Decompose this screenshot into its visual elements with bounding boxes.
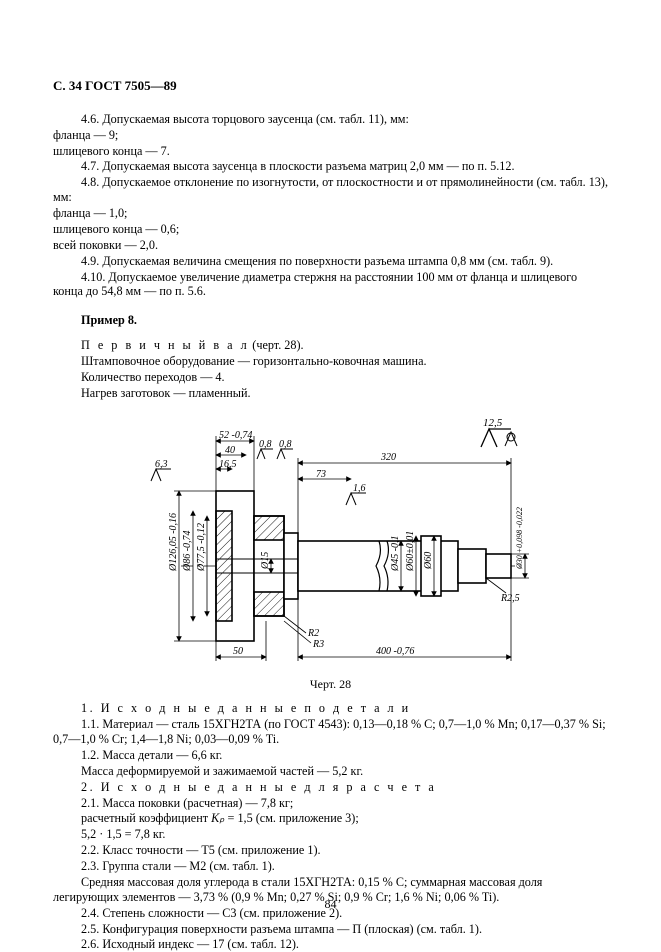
example-line-1b: (черт. 28). (249, 338, 303, 352)
example-title: Пример 8. (81, 313, 608, 328)
para-2-2: 2.2. Класс точности — Т5 (см. приложение… (53, 843, 608, 858)
para-4-6-a: фланца — 9; (53, 128, 608, 143)
example-line-2: Штамповочное оборудование — горизонтальн… (81, 354, 608, 369)
dim-08a: 0,8 (259, 439, 272, 450)
dim-phi60t: Ø60±0,01 (405, 531, 416, 572)
dim-phi30: Ø30 +0,098 -0,022 (515, 507, 524, 570)
dim-ra125: 12,5 (483, 417, 503, 429)
kp-symbol: Kₚ (211, 811, 224, 825)
example-line-3: Количество переходов — 4. (81, 370, 608, 385)
dim-63: 6,3 (155, 459, 168, 470)
section-1-title: 1. И с х о д н ы е д а н н ы е п о д е т… (53, 701, 608, 716)
page-header: С. 34 ГОСТ 7505—89 (53, 78, 608, 94)
example-line-1a: П е р в и ч н ы й в а л (81, 338, 249, 352)
para-2-5: 2.5. Конфигурация поверхности разъема шт… (53, 922, 608, 937)
para-2-1b: расчетный коэффициент Kₚ = 1,5 (см. прил… (53, 811, 608, 826)
para-1-2a: Масса деформируемой и зажимаемой частей … (53, 764, 608, 779)
para-4-8: 4.8. Допускаемое отклонение по изогнутос… (53, 175, 608, 205)
para-1-1: 1.1. Материал — сталь 15ХГН2ТА (по ГОСТ … (53, 717, 608, 747)
para-2-1c: 5,2 · 1,5 = 7,8 кг. (53, 827, 608, 842)
page-number: 84 (0, 897, 661, 912)
example-line-4: Нагрев заготовок — пламенный. (81, 386, 608, 401)
para-4-8-c: всей поковки — 2,0. (53, 238, 608, 253)
section-1-title-text: 1. И с х о д н ы е д а н н ы е п о д е т… (81, 701, 411, 715)
dim-52: 52 -0,74 (219, 430, 252, 441)
para-4-8-a: фланца — 1,0; (53, 206, 608, 221)
para-4-6-b: шлицевого конца — 7. (53, 144, 608, 159)
section-2-title-text: 2. И с х о д н ы е д а н н ы е д л я р а… (81, 780, 436, 794)
para-4-9: 4.9. Допускаемая величина смещения по по… (53, 254, 608, 269)
dim-50: 50 (233, 646, 243, 657)
para-2-6: 2.6. Исходный индекс — 17 (см. табл. 12)… (53, 937, 608, 952)
dim-phi126: Ø126,05 -0,16 (168, 513, 179, 572)
dim-r3: R3 (312, 639, 324, 650)
dim-phi86: Ø86 -0,74 (182, 530, 193, 572)
dim-400: 400 -0,76 (376, 646, 414, 657)
figure-28-svg: 52 -0,74 40 16,5 6,3 0,8 0,8 320 73 1,6 … (121, 411, 541, 671)
para-2-1b-pre: расчетный коэффициент (81, 811, 211, 825)
para-2-1a: 2.1. Масса поковки (расчетная) — 7,8 кг; (53, 796, 608, 811)
dim-73: 73 (316, 469, 326, 480)
para-4-6: 4.6. Допускаемая высота торцового заусен… (53, 112, 608, 127)
figure-28: 52 -0,74 40 16,5 6,3 0,8 0,8 320 73 1,6 … (53, 411, 608, 692)
figure-28-caption: Черт. 28 (310, 677, 351, 692)
dim-phi60: Ø60 (423, 552, 434, 570)
dim-08b: 0,8 (279, 439, 292, 450)
para-4-7: 4.7. Допускаемая высота заусенца в плоск… (53, 159, 608, 174)
para-2-1b-post: = 1,5 (см. приложение 3); (224, 811, 358, 825)
dim-40: 40 (225, 445, 235, 456)
para-2-3: 2.3. Группа стали — М2 (см. табл. 1). (53, 859, 608, 874)
dim-phi45: Ø45 -0,1 (390, 535, 401, 572)
dim-phi775: Ø77,5 -0,12 (196, 523, 207, 572)
dim-320: 320 (380, 452, 396, 463)
dim-r25: R2,5 (500, 593, 520, 604)
para-1-2: 1.2. Масса детали — 6,6 кг. (53, 748, 608, 763)
dim-phi15: Ø15 (260, 552, 271, 570)
dim-r16: 1,6 (353, 483, 366, 494)
para-4-8-b: шлицевого конца — 0,6; (53, 222, 608, 237)
para-4-10: 4.10. Допускаемое увеличение диаметра ст… (53, 270, 608, 300)
dim-165: 16,5 (219, 459, 237, 470)
dim-r2: R2 (307, 628, 319, 639)
example-line-1: П е р в и ч н ы й в а л (черт. 28). (81, 338, 608, 353)
section-2-title: 2. И с х о д н ы е д а н н ы е д л я р а… (53, 780, 608, 795)
